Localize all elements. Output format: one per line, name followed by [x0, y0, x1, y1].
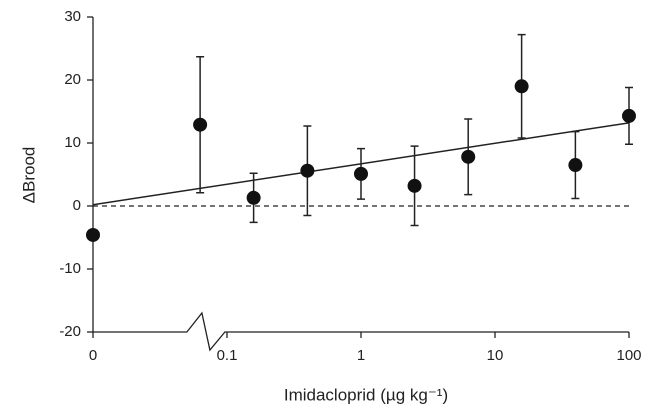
data-point: [193, 117, 208, 132]
data-point: [622, 108, 636, 123]
data-point: [568, 158, 583, 173]
x-tick-label: 1: [357, 347, 365, 364]
x-tick-label: 0.1: [217, 347, 238, 364]
data-point: [461, 149, 476, 164]
data-point: [407, 178, 422, 193]
data-point: [300, 163, 315, 178]
x-tick-label: 100: [616, 347, 641, 364]
data-point: [246, 190, 261, 205]
y-tick-label: 10: [64, 134, 81, 151]
x-tick-label: 0: [89, 347, 97, 364]
x-tick-label: 10: [487, 347, 504, 364]
y-tick-label: 0: [73, 197, 81, 214]
x-axis-break: [93, 311, 629, 352]
y-tick-label: -10: [59, 260, 81, 277]
y-axis-label: ΔBrood: [19, 147, 38, 204]
data-point: [514, 79, 529, 94]
y-tick-label: 20: [64, 71, 81, 88]
y-tick-label: 30: [64, 8, 81, 25]
x-axis-label: Imidacloprid (µg kg⁻¹): [284, 385, 448, 404]
data-point: [86, 227, 100, 242]
data-point: [354, 166, 368, 181]
y-tick-label: -20: [59, 323, 81, 340]
